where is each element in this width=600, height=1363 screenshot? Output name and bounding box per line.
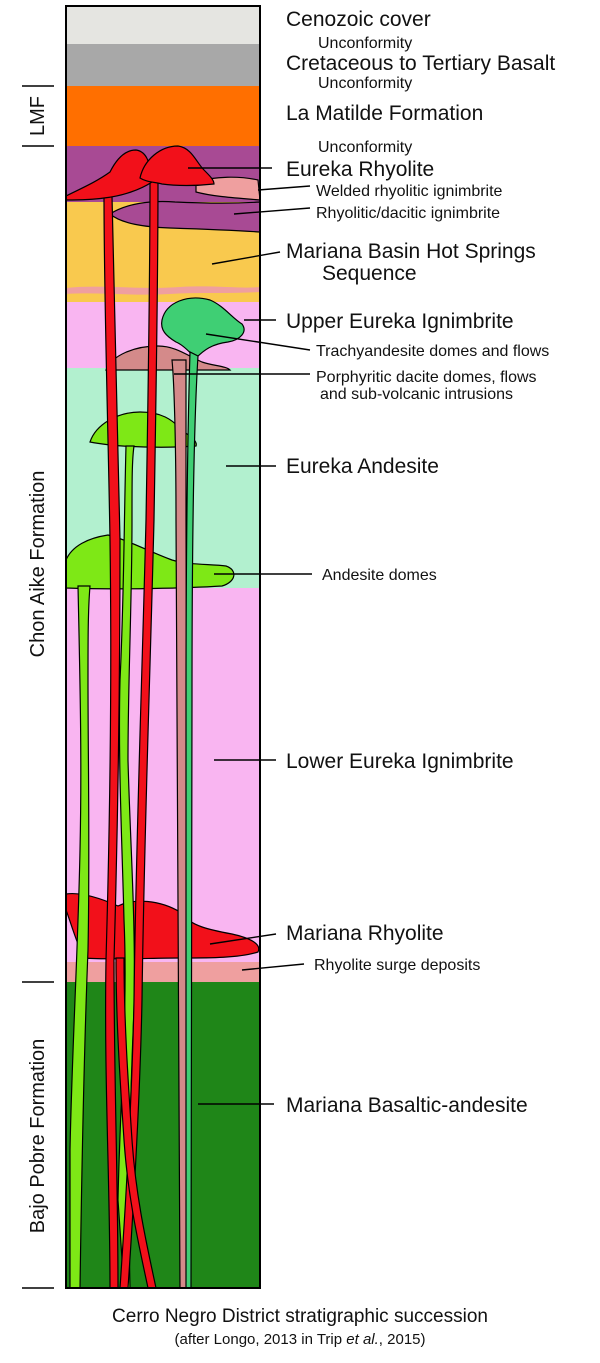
label-unconformity-3: Unconformity [318,139,412,156]
formation-bajo-pobre-label: Bajo Pobre Formation [27,1039,49,1234]
trachyandesite-dome [161,297,245,359]
eureka-rhyolite-head-2 [139,145,215,187]
layer-basalt [66,44,260,86]
label-welded-ignimbrite: Welded rhyolitic ignimbrite [316,183,503,200]
unit-labels: Cenozoic cover Unconformity Cretaceous t… [286,8,555,1117]
label-trachyandesite: Trachyandesite domes and flows [316,343,549,360]
leader-rhyolitic-dacitic [233,207,311,215]
label-la-matilde: La Matilde Formation [286,102,483,125]
leader-hot-springs [211,251,281,265]
leader-lines [174,167,312,1105]
layer-la-matilde [66,86,260,146]
layer-cenozoic-cover [66,6,260,44]
caption-source: (after Longo, 2013 in Trip et al., 2015) [174,1331,425,1348]
leader-surge-deposits [241,963,305,971]
label-andesite-domes: Andesite domes [322,567,437,584]
label-eureka-andesite: Eureka Andesite [286,455,439,478]
caption-title: Cerro Negro District stratigraphic succe… [112,1306,488,1327]
caption-source-prefix: (after Longo, 2013 in Trip [174,1331,346,1348]
column-outline [65,5,261,1289]
label-unconformity-1: Unconformity [318,35,412,52]
leader-trachyandesite [205,333,311,351]
feeder-conduits [69,179,199,1289]
porphyritic-dacite-dome [105,345,232,371]
label-upper-ignimbrite: Upper Eureka Ignimbrite [286,310,514,333]
leader-mariana-rhyolite [209,933,277,945]
label-hot-springs-line2: Sequence [322,262,417,285]
andesite-lower-conduit [69,585,91,1289]
label-mariana-rhyolite: Mariana Rhyolite [286,922,444,945]
label-eureka-rhyolite: Eureka Rhyolite [286,158,434,181]
caption-source-suffix: , 2015) [379,1331,426,1348]
label-porphyritic-line2: and sub-volcanic intrusions [320,386,513,403]
label-rhyolitic-dacitic: Rhyolitic/dacitic ignimbrite [316,205,500,222]
layer-basaltic-andesite [66,982,260,1288]
label-basaltic-andesite: Mariana Basaltic-andesite [286,1094,528,1117]
label-lower-ignimbrite: Lower Eureka Ignimbrite [286,750,514,773]
leader-welded-ignimbrite [257,185,311,191]
figure-caption: Cerro Negro District stratigraphic succe… [112,1306,488,1348]
label-unconformity-2: Unconformity [318,75,412,92]
label-porphyritic-line1: Porphyritic dacite domes, flows [316,369,537,386]
formation-chon-aike-label: Chon Aike Formation [27,471,49,658]
formation-brackets: LMF Chon Aike Formation Bajo Pobre Forma… [22,85,54,1289]
label-cenozoic-cover: Cenozoic cover [286,8,431,31]
label-basalt: Cretaceous to Tertiary Basalt [286,52,555,75]
layer-surge-deposits [66,962,260,982]
caption-source-etal: et al. [346,1331,379,1348]
label-hot-springs-line1: Mariana Basin Hot Springs [286,240,536,263]
label-surge-deposits: Rhyolite surge deposits [314,957,480,974]
eureka-rhyolite-heads [65,145,215,201]
formation-lmf-label: LMF [27,96,49,136]
